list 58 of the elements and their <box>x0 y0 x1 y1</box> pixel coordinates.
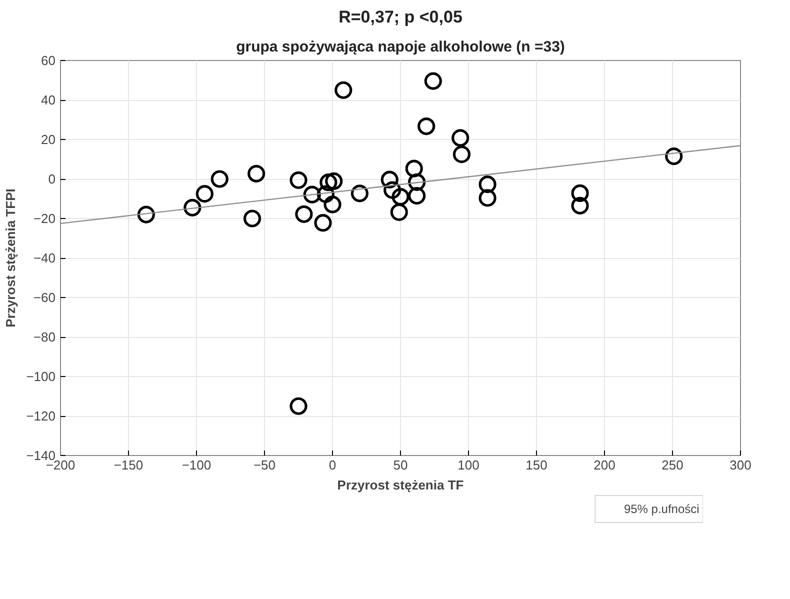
y-tick-label: 0 <box>48 172 56 186</box>
point <box>184 198 202 216</box>
y-tick-label: 40 <box>41 92 56 108</box>
point <box>316 185 334 203</box>
point <box>290 171 308 189</box>
x-tick-label: −150 <box>114 458 144 472</box>
chart-title: R=0,37; p <0,05 <box>338 8 462 26</box>
x-tick-label: 50 <box>393 458 408 472</box>
point <box>137 206 155 224</box>
y-tick-label: 60 <box>41 53 56 68</box>
y-tick-label: 20 <box>41 132 56 147</box>
point <box>210 170 228 188</box>
point <box>350 184 368 202</box>
y-tick-label: −40 <box>33 250 56 266</box>
x-axis-title: Przyrost stężenia TF <box>337 478 464 492</box>
x-tick-label: 100 <box>458 458 480 472</box>
point <box>303 186 321 204</box>
point <box>314 214 332 232</box>
x-tick-label: 150 <box>526 458 548 472</box>
point <box>478 176 496 194</box>
chart-subtitle: grupa spożywająca napoje alkoholowe (n =33) <box>236 38 565 56</box>
x-tick-label: 200 <box>594 458 616 472</box>
point <box>384 181 402 199</box>
point <box>243 210 262 228</box>
y-tick-label: −100 <box>26 369 56 384</box>
x-tick-label: 0 <box>328 458 336 472</box>
point <box>452 146 470 164</box>
y-axis-title: Przyrost stężenia TFPI <box>3 188 18 328</box>
point <box>320 174 338 192</box>
point <box>478 189 496 207</box>
point <box>408 173 426 191</box>
point <box>196 185 214 203</box>
point <box>571 196 589 214</box>
y-tick-label: −20 <box>33 211 56 226</box>
point <box>290 397 308 415</box>
x-tick-label: 250 <box>662 458 684 472</box>
point <box>380 170 398 188</box>
x-tick-label: −50 <box>253 458 276 472</box>
point <box>295 205 313 223</box>
point <box>325 172 343 190</box>
point <box>418 117 436 136</box>
point <box>665 148 683 166</box>
y-tick-label: −80 <box>33 330 56 344</box>
point <box>390 203 408 221</box>
x-tick-label: 300 <box>730 458 752 472</box>
point <box>571 184 589 202</box>
point <box>408 187 426 205</box>
y-tick-label: −120 <box>26 408 56 424</box>
point <box>405 160 423 178</box>
text: 95% p.ufności <box>624 502 700 516</box>
y-tick-label: −60 <box>33 290 56 305</box>
point <box>324 196 342 214</box>
point <box>424 72 442 90</box>
point <box>392 188 410 206</box>
point <box>248 164 266 182</box>
point <box>452 129 470 147</box>
point <box>334 81 352 99</box>
x-tick-label: −100 <box>182 458 212 472</box>
